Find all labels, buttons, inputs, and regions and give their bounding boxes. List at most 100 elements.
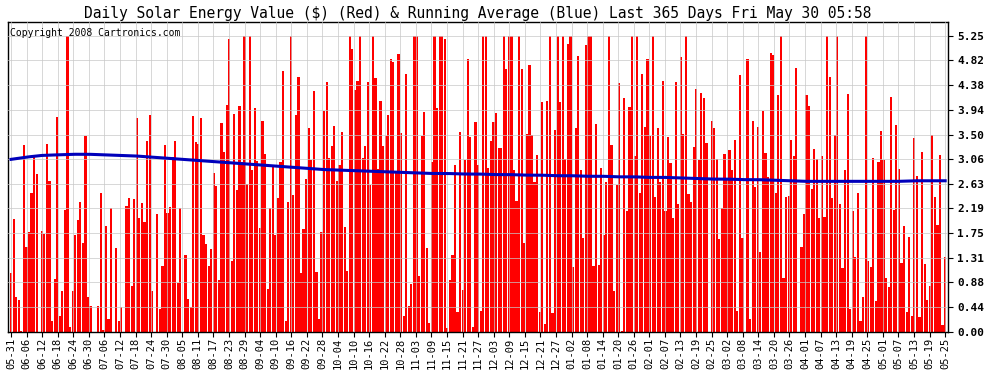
Bar [444,39,446,332]
Bar [282,71,284,332]
Bar [290,36,292,332]
Bar [353,90,356,332]
Bar [379,102,382,332]
Bar [451,255,453,332]
Bar [837,36,839,332]
Bar [76,220,79,332]
Bar [642,74,644,332]
Bar [503,36,505,332]
Bar [169,207,171,332]
Bar [888,287,890,332]
Bar [695,89,697,332]
Bar [842,268,843,332]
Bar [898,169,900,332]
Bar [516,201,518,332]
Bar [264,154,266,332]
Bar [703,99,705,332]
Bar [716,159,718,332]
Bar [742,238,743,332]
Bar [737,311,739,332]
Bar [693,147,695,332]
Bar [251,170,253,332]
Bar [171,157,174,332]
Bar [328,158,331,332]
Bar [141,203,143,332]
Bar [115,248,118,332]
Bar [41,231,43,332]
Bar [505,69,508,332]
Bar [361,158,363,332]
Bar [731,170,734,332]
Bar [813,149,816,332]
Bar [477,165,479,332]
Bar [10,273,12,332]
Bar [567,44,569,332]
Bar [110,207,112,332]
Bar [356,81,358,332]
Bar [348,36,350,332]
Bar [734,140,736,332]
Bar [49,181,50,332]
Bar [118,321,120,332]
Bar [882,160,885,332]
Bar [87,297,89,332]
Bar [677,204,679,332]
Bar [346,271,348,332]
Bar [529,65,531,332]
Bar [71,291,73,332]
Bar [572,267,574,332]
Bar [816,159,818,332]
Bar [580,170,582,332]
Bar [706,143,708,332]
Bar [777,95,779,332]
Bar [672,217,674,332]
Bar [74,235,76,332]
Bar [682,134,684,332]
Bar [174,141,176,332]
Bar [234,114,236,332]
Bar [749,319,751,332]
Bar [164,145,166,332]
Bar [215,186,218,332]
Bar [574,128,577,332]
Bar [906,312,908,332]
Bar [274,235,276,332]
Bar [492,122,495,332]
Bar [431,162,433,332]
Bar [318,319,320,332]
Bar [236,190,238,332]
Bar [603,236,605,332]
Bar [20,331,23,332]
Bar [826,36,829,332]
Bar [618,83,621,332]
Bar [542,102,544,332]
Bar [721,207,723,332]
Bar [851,211,853,332]
Bar [598,265,600,332]
Bar [300,273,302,332]
Bar [128,198,130,332]
Bar [351,49,353,332]
Bar [197,144,199,332]
Bar [239,106,241,332]
Bar [413,36,415,332]
Bar [939,154,941,332]
Bar [139,218,141,332]
Bar [856,194,859,332]
Bar [410,284,413,332]
Bar [108,319,110,332]
Bar [685,36,687,332]
Bar [667,137,669,332]
Bar [875,301,877,332]
Bar [485,36,487,332]
Bar [546,100,548,332]
Bar [611,145,613,332]
Bar [608,36,610,332]
Bar [605,182,608,332]
Bar [659,182,661,332]
Bar [258,228,261,332]
Bar [397,54,400,332]
Bar [698,159,700,332]
Bar [739,75,741,332]
Bar [616,185,618,332]
